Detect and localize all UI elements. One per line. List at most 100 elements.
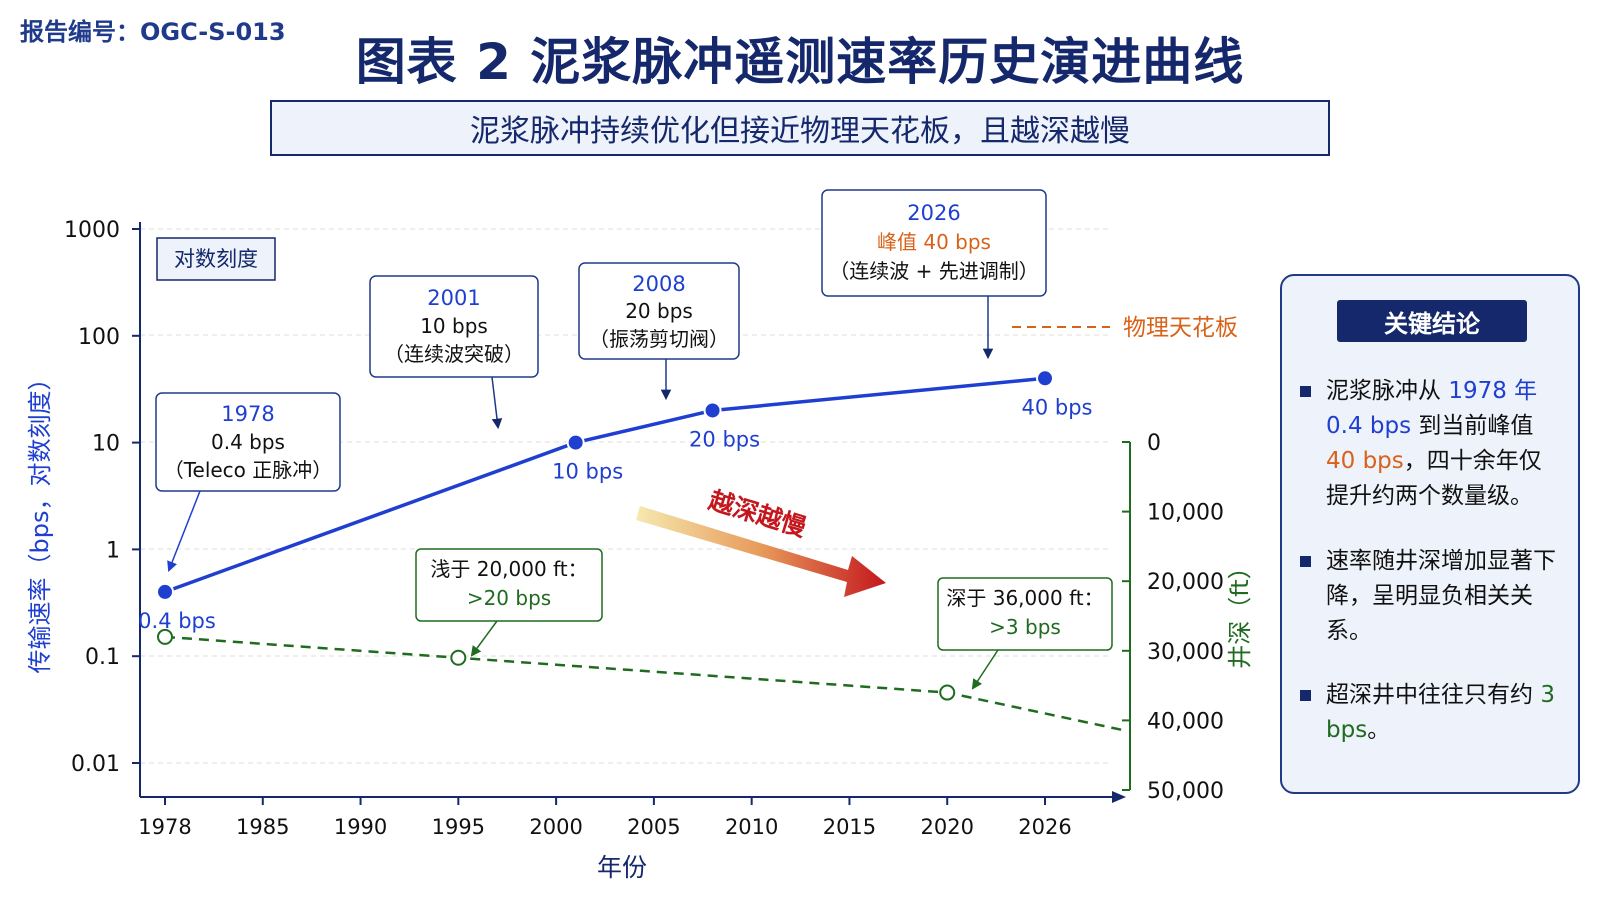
callout-note: （连续波 + 先进调制） [829,259,1038,283]
callout-2008: 2008 20 bps （振荡剪切阀） [578,262,740,401]
depth-point [939,684,956,701]
y-ticks: 0.01 0.1 1 10 100 1000 [64,218,140,777]
rate-series-line [164,376,1046,594]
callout-year: 2008 [632,272,685,296]
callout-year: 2001 [427,286,480,310]
depth-point [157,628,173,645]
callout-line: >20 bps [467,586,551,610]
trend-arrow [636,506,886,597]
finding-text-part: 。 [1367,717,1391,743]
finding-text: 泥浆脉冲从 1978 年 0.4 bps 到当前峰值 40 bps，四十余年仅提… [1326,374,1562,514]
callout-1978: 1978 0.4 bps （Teleco 正脉冲） [155,392,341,572]
depth-callout-deep: 深于 36,000 ft： >3 bps [937,577,1113,690]
callout-value: 10 bps [420,314,488,338]
report-id: 报告编号：OGC-S-013 [20,18,286,46]
subtitle: 泥浆脉冲持续优化但接近物理天花板，且越深越慢 [470,114,1130,149]
callout-pointer [167,490,201,572]
rate-point [703,401,722,420]
x-tick-label: 2015 [823,815,876,839]
x-tick-label: 2005 [627,815,680,839]
callout-note: （连续波突破） [384,342,524,366]
x-tick-label: 2020 [920,815,973,839]
rate-point [1036,369,1054,388]
callout-value: 0.4 bps [211,430,285,454]
rate-data-label: 0.4 bps [138,609,216,633]
callout-note: （振荡剪切阀） [589,327,729,351]
y2-axis-label: 井深（ft） [1226,555,1254,668]
rate-point [156,582,174,601]
finding-highlight: 1978 年 0.4 bps [1326,378,1538,439]
finding-3: 超深井中往往只有约 3 bps。 [1300,678,1562,748]
y-tick-label: 0.01 [71,752,120,777]
x-axis-arrow [1112,791,1126,803]
x-tick-label: 2000 [529,815,582,839]
bullet-square-icon [1300,690,1311,701]
ceiling-label: 物理天花板 [1123,315,1238,341]
finding-2: 速率随井深增加显著下降，呈明显负相关关系。 [1300,544,1562,649]
page-title: 图表 2 泥浆脉冲遥测速率历史演进曲线 [355,33,1245,91]
y2-tick-label: 40,000 [1147,709,1224,734]
y-tick-label: 100 [78,325,120,350]
key-findings-panel: 关键结论 泥浆脉冲从 1978 年 0.4 bps 到当前峰值 40 bps，四… [1280,274,1580,794]
callout-year: 1978 [221,402,274,426]
finding-1: 泥浆脉冲从 1978 年 0.4 bps 到当前峰值 40 bps，四十余年仅提… [1300,374,1562,514]
rate-points [156,369,1054,601]
callout-line: 深于 36,000 ft： [946,586,1103,610]
bullet-square-icon [1300,386,1311,397]
x-tick-label: 1978 [138,815,191,839]
callout-note: （Teleco 正脉冲） [164,458,333,482]
x-tick-label: 1985 [236,815,289,839]
callout-box [415,548,603,622]
subtitle-box: 泥浆脉冲持续优化但接近物理天花板，且越深越慢 [270,100,1330,156]
panel-title: 关键结论 [1337,300,1527,342]
y2-tick-label: 30,000 [1147,640,1224,665]
depth-points [157,628,956,701]
callout-line: 浅于 20,000 ft： [430,557,587,581]
y2-ticks: 0 10,000 20,000 30,000 40,000 50,000 [1122,431,1224,804]
rate-data-labels: 0.4 bps 10 bps 20 bps 40 bps [138,395,1092,633]
callout-box [369,275,539,378]
x-tick-label: 2026 [1018,815,1071,839]
finding-text-part: 超深井中往往只有约 [1326,682,1541,708]
y2-tick-label: 50,000 [1147,779,1224,804]
y2-tick-label: 0 [1147,431,1161,456]
callout-box [821,189,1047,297]
x-axis-label: 年份 [597,853,647,882]
finding-text-part: 泥浆脉冲从 [1326,378,1449,404]
callout-box [578,262,740,360]
y-tick-label: 1 [106,538,120,563]
finding-text-part: 到当前峰值 [1411,413,1534,439]
callout-2026: 2026 峰值 40 bps （连续波 + 先进调制） [821,189,1047,360]
scale-note-box [156,237,276,281]
depth-series-line [164,635,1126,732]
y2-tick-label: 10,000 [1147,501,1224,526]
depth-point [450,649,467,666]
y-tick-label: 1000 [64,218,120,243]
callout-year: 2026 [907,201,960,225]
y-tick-label: 0.1 [85,645,120,670]
callout-pointer [971,649,999,690]
callout-pointer [491,376,503,430]
finding-highlight: 3 bps [1326,682,1555,743]
x-tick-label: 2010 [725,815,778,839]
bullet-square-icon [1300,556,1311,567]
y2-tick-label: 20,000 [1147,570,1224,595]
finding-highlight: 40 bps [1326,448,1404,474]
x-tick-label: 1990 [334,815,387,839]
y-tick-label: 10 [92,432,120,457]
rate-point [566,433,585,452]
finding-text: 速率随井深增加显著下降，呈明显负相关关系。 [1326,548,1556,644]
callout-value: 20 bps [625,299,693,323]
callout-box [937,577,1113,651]
y-axis-label: 传输速率（bps，对数刻度） [26,367,54,674]
callout-2001: 2001 10 bps （连续波突破） [369,275,539,430]
callout-box [155,392,341,492]
trend-arrow-shape [636,506,886,597]
finding-text: 超深井中往往只有约 3 bps。 [1326,678,1562,748]
rate-data-label: 40 bps [1022,395,1093,419]
rate-data-label: 20 bps [689,427,760,451]
finding-text-part: ，四十余年仅提升约两个数量级。 [1326,448,1542,509]
rate-data-label: 10 bps [552,460,623,484]
x-tick-label: 1995 [432,815,485,839]
